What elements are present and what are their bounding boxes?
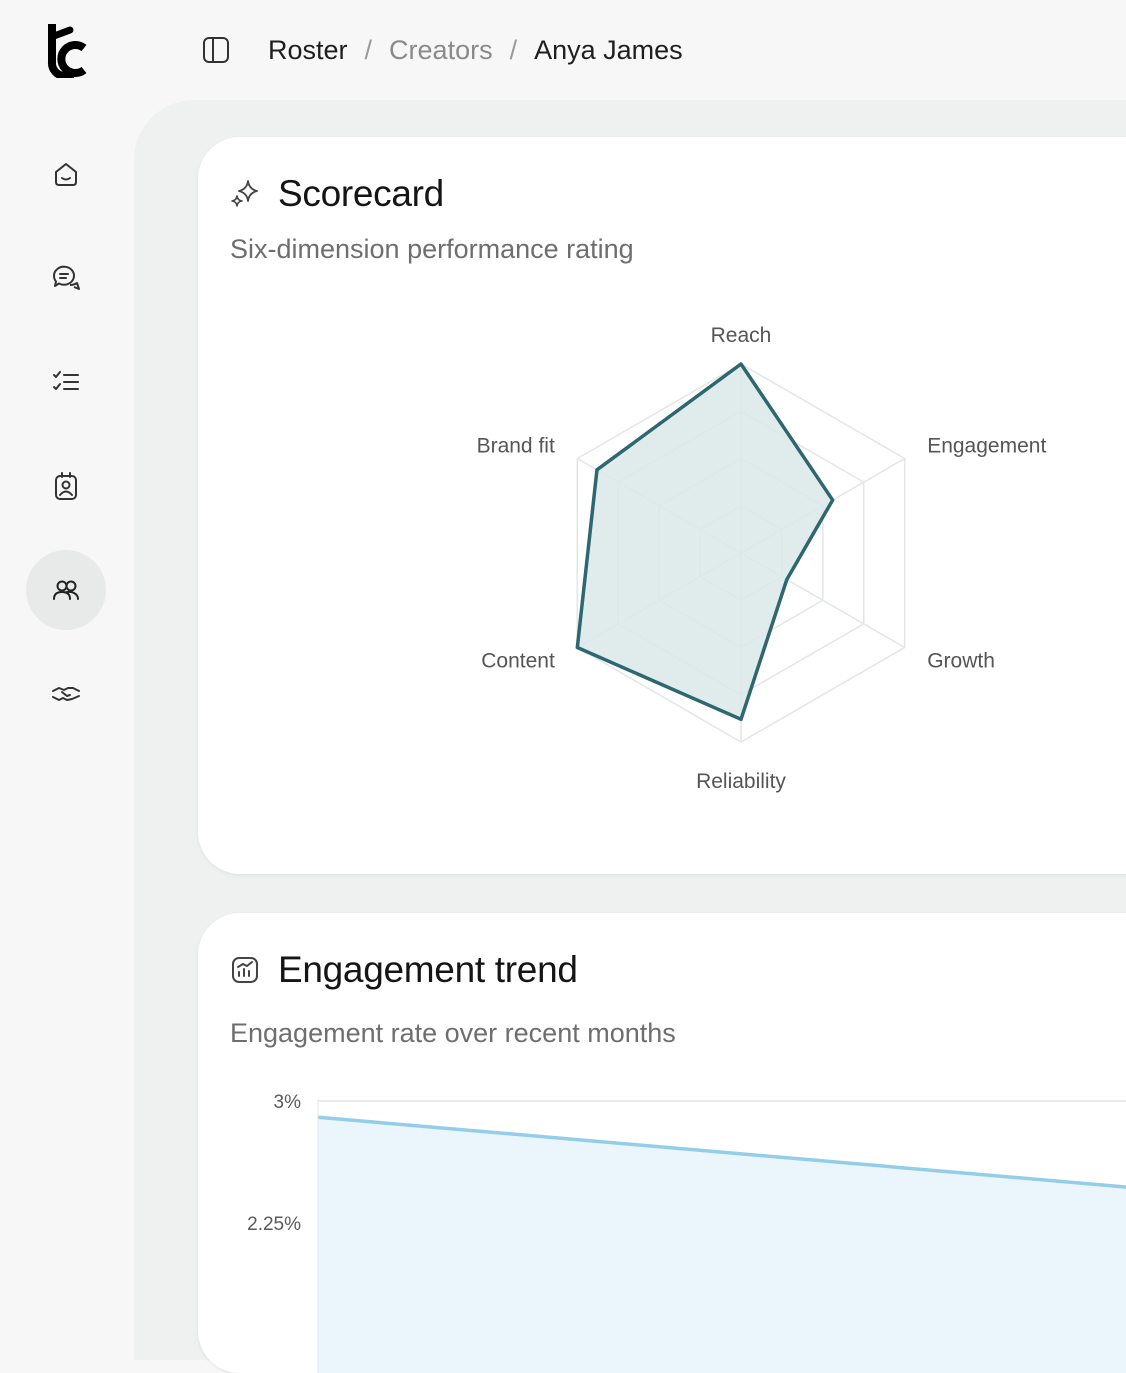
trend-subtitle: Engagement rate over recent months	[230, 1018, 676, 1048]
breadcrumb-separator: /	[364, 34, 373, 65]
radar-axis-label: Growth	[927, 650, 995, 673]
radar-axis-label: Engagement	[927, 435, 1046, 458]
trend-header: Engagement trend	[230, 949, 578, 991]
users-icon	[53, 580, 79, 600]
nav-creators[interactable]	[26, 550, 106, 630]
nav-deals[interactable]	[26, 654, 106, 734]
trend-series-line	[317, 1115, 1126, 1189]
scorecard-card: Scorecard Six-dimension performance rati…	[198, 137, 1126, 874]
breadcrumb-current: Anya James	[534, 34, 683, 65]
sidebar-toggle-icon[interactable]	[202, 36, 230, 64]
sparkle-icon	[231, 180, 258, 207]
id-badge-icon	[55, 472, 77, 500]
breadcrumb-creators[interactable]: Creators	[389, 34, 493, 65]
breadcrumb-roster[interactable]: Roster	[268, 34, 348, 65]
home-icon	[55, 163, 77, 186]
nav-tasks[interactable]	[26, 342, 106, 422]
engagement-trend-card: Engagement trend Engagement rate over re…	[198, 913, 1126, 1373]
radar-axis-label: Brand fit	[477, 435, 555, 458]
nav-home[interactable]	[26, 134, 106, 214]
checklist-icon	[53, 371, 79, 390]
radar-axis-label: Content	[481, 650, 555, 673]
chat-icon	[52, 265, 80, 290]
engagement-area-chart: 3% 2.25%	[247, 1092, 1126, 1373]
brand-logo[interactable]	[44, 22, 90, 78]
radar-chart: Reach Engagement Growth Reliability Content B…	[477, 324, 1047, 793]
nav-profiles[interactable]	[26, 446, 106, 526]
chart-icon	[232, 957, 258, 983]
scorecard-subtitle: Six-dimension performance rating	[230, 234, 634, 264]
breadcrumb-separator: /	[509, 34, 518, 65]
trend-y-tick-label: 2.25%	[247, 1214, 301, 1235]
radar-series-area	[575, 362, 835, 722]
nav-messages[interactable]	[26, 238, 106, 318]
radar-axis-label: Reliability	[696, 770, 786, 793]
trend-area-fill	[318, 1117, 1126, 1373]
handshake-icon	[52, 687, 80, 701]
radar-axis-label: Reach	[711, 324, 772, 347]
breadcrumb: Roster / Creators / Anya James	[268, 32, 683, 68]
scorecard-title: Scorecard	[278, 173, 444, 214]
trend-y-tick-label: 3%	[274, 1092, 302, 1113]
scorecard-header: Scorecard	[230, 173, 444, 215]
trend-title: Engagement trend	[278, 949, 578, 990]
